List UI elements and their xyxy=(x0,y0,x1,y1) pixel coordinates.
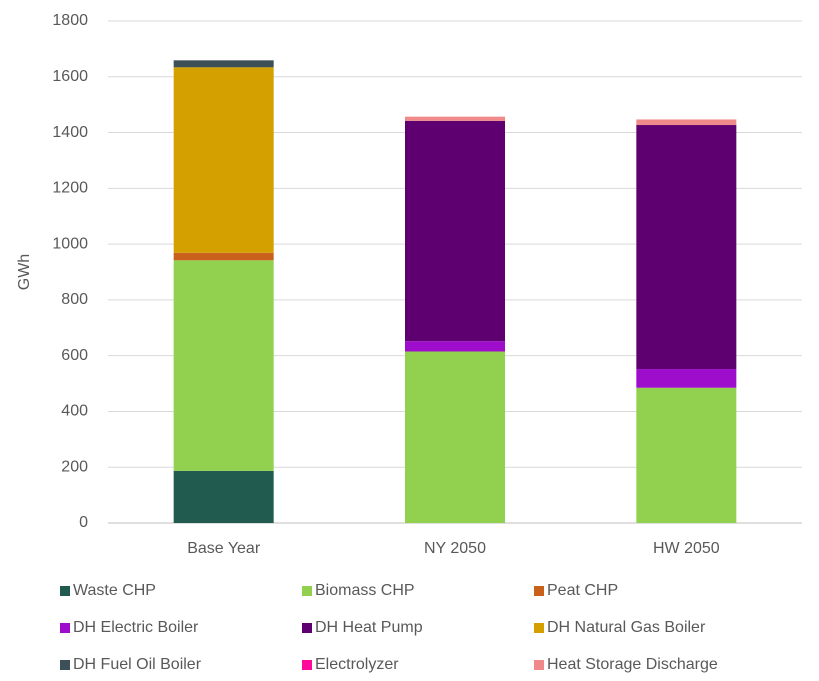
bar-segment xyxy=(173,260,274,471)
legend-label: Biomass CHP xyxy=(315,582,415,599)
legend-label: Heat Storage Discharge xyxy=(547,656,718,673)
bar-segment xyxy=(636,387,737,523)
bar-segment xyxy=(405,341,505,352)
bar-segment xyxy=(636,125,737,370)
legend-label: DH Fuel Oil Boiler xyxy=(73,656,202,673)
legend-label: Electrolyzer xyxy=(315,656,399,673)
legend-swatch xyxy=(60,586,70,596)
legend-swatch xyxy=(60,660,70,670)
legend-swatch xyxy=(534,623,544,633)
x-tick-label: HW 2050 xyxy=(653,540,720,557)
y-tick-label: 0 xyxy=(79,514,88,531)
x-tick-label: Base Year xyxy=(187,540,261,557)
x-tick-label: NY 2050 xyxy=(424,540,486,557)
bar-segment xyxy=(636,369,737,388)
y-tick-label: 1000 xyxy=(52,235,88,252)
legend-swatch xyxy=(302,660,312,670)
bar-segment xyxy=(173,67,274,253)
legend-label: Waste CHP xyxy=(73,582,156,599)
bar-segment xyxy=(636,119,737,126)
bar-segment xyxy=(173,60,274,68)
y-axis-label: GWh xyxy=(16,254,33,290)
legend-swatch xyxy=(302,623,312,633)
y-tick-label: 800 xyxy=(61,291,88,308)
y-tick-label: 1200 xyxy=(52,180,88,197)
y-tick-label: 400 xyxy=(61,403,88,420)
y-tick-label: 1600 xyxy=(52,68,88,85)
y-tick-label: 600 xyxy=(61,347,88,364)
legend-swatch xyxy=(534,586,544,596)
y-tick-label: 1800 xyxy=(52,12,88,29)
legend-label: DH Heat Pump xyxy=(315,619,423,636)
bar-segment xyxy=(405,120,505,342)
bar-segment xyxy=(173,470,274,523)
bar-segment xyxy=(405,351,505,523)
bar-segment xyxy=(405,116,505,121)
bar-segment xyxy=(173,252,274,261)
legend-label: DH Natural Gas Boiler xyxy=(547,619,706,636)
legend-swatch xyxy=(302,586,312,596)
legend-label: DH Electric Boiler xyxy=(73,619,199,636)
legend-swatch xyxy=(60,623,70,633)
y-tick-label: 1400 xyxy=(52,124,88,141)
legend-swatch xyxy=(534,660,544,670)
y-tick-label: 200 xyxy=(61,458,88,475)
legend-label: Peat CHP xyxy=(547,582,618,599)
